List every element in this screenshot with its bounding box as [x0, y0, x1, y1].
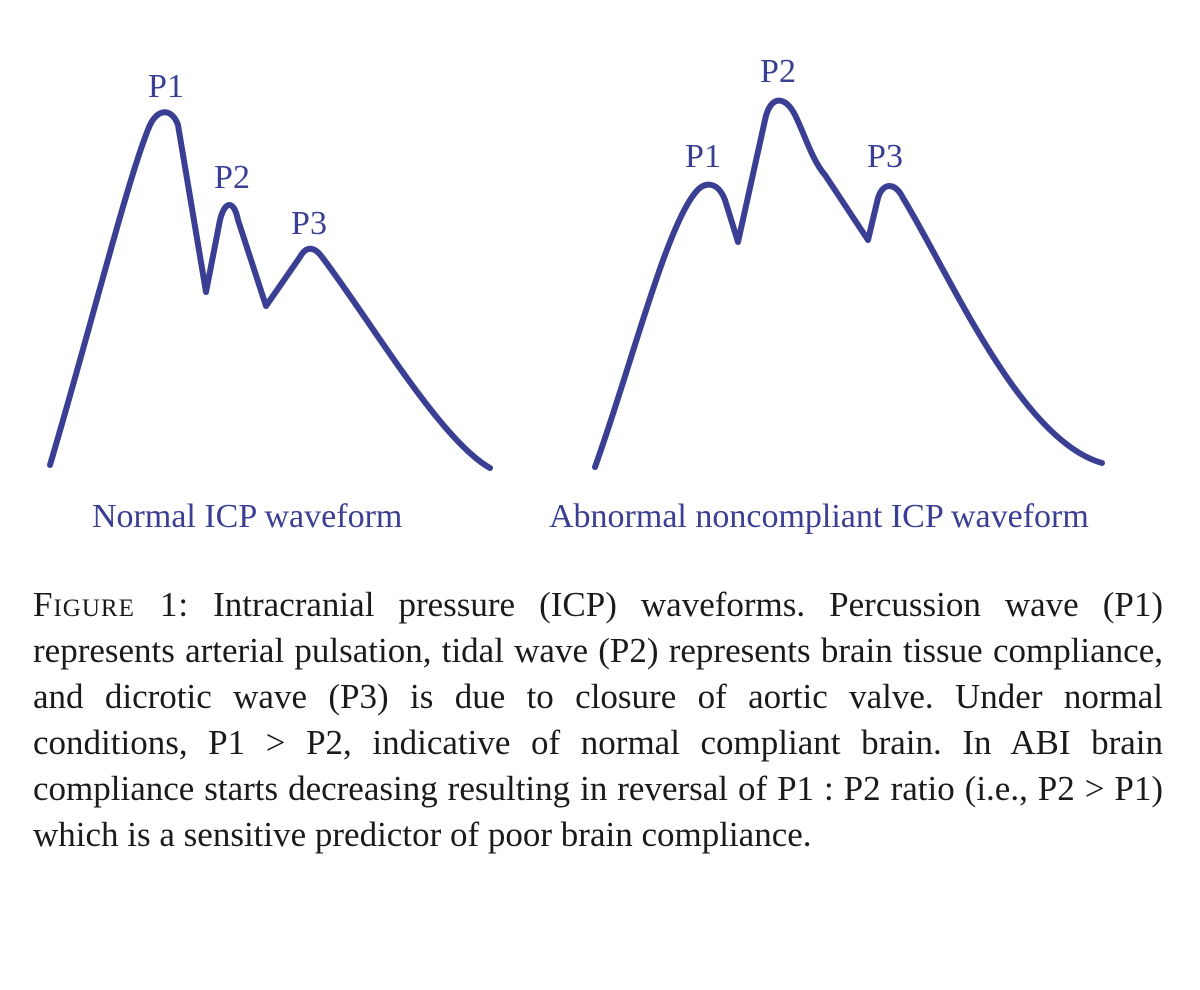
figure-illustration: P1 P2 P3 P1 P2 P3 Normal ICP waveform Ab… — [47, 53, 1105, 535]
abnormal-p1-label: P1 — [685, 138, 721, 175]
figure-caption: Figure 1: Intracranial pressure (ICP) wa… — [33, 582, 1163, 858]
abnormal-waveform-caption: Abnormal noncompliant ICP waveform — [549, 498, 1089, 535]
figure-caption-text: Intracranial pressure (ICP) waveforms. P… — [33, 585, 1164, 854]
figure-label: Figure 1: — [33, 585, 190, 624]
abnormal-p2-label: P2 — [760, 53, 796, 90]
normal-waveform-caption: Normal ICP waveform — [92, 498, 403, 535]
normal-p1-label: P1 — [148, 68, 184, 105]
waveform-graphic: P1 P2 P3 P1 P2 P3 — [47, 53, 1105, 471]
abnormal-p3-label: P3 — [867, 138, 903, 175]
normal-waveform-line — [47, 109, 493, 471]
normal-p3-label: P3 — [291, 205, 327, 242]
normal-p2-label: P2 — [214, 159, 250, 196]
abnormal-waveform-line — [592, 97, 1105, 470]
